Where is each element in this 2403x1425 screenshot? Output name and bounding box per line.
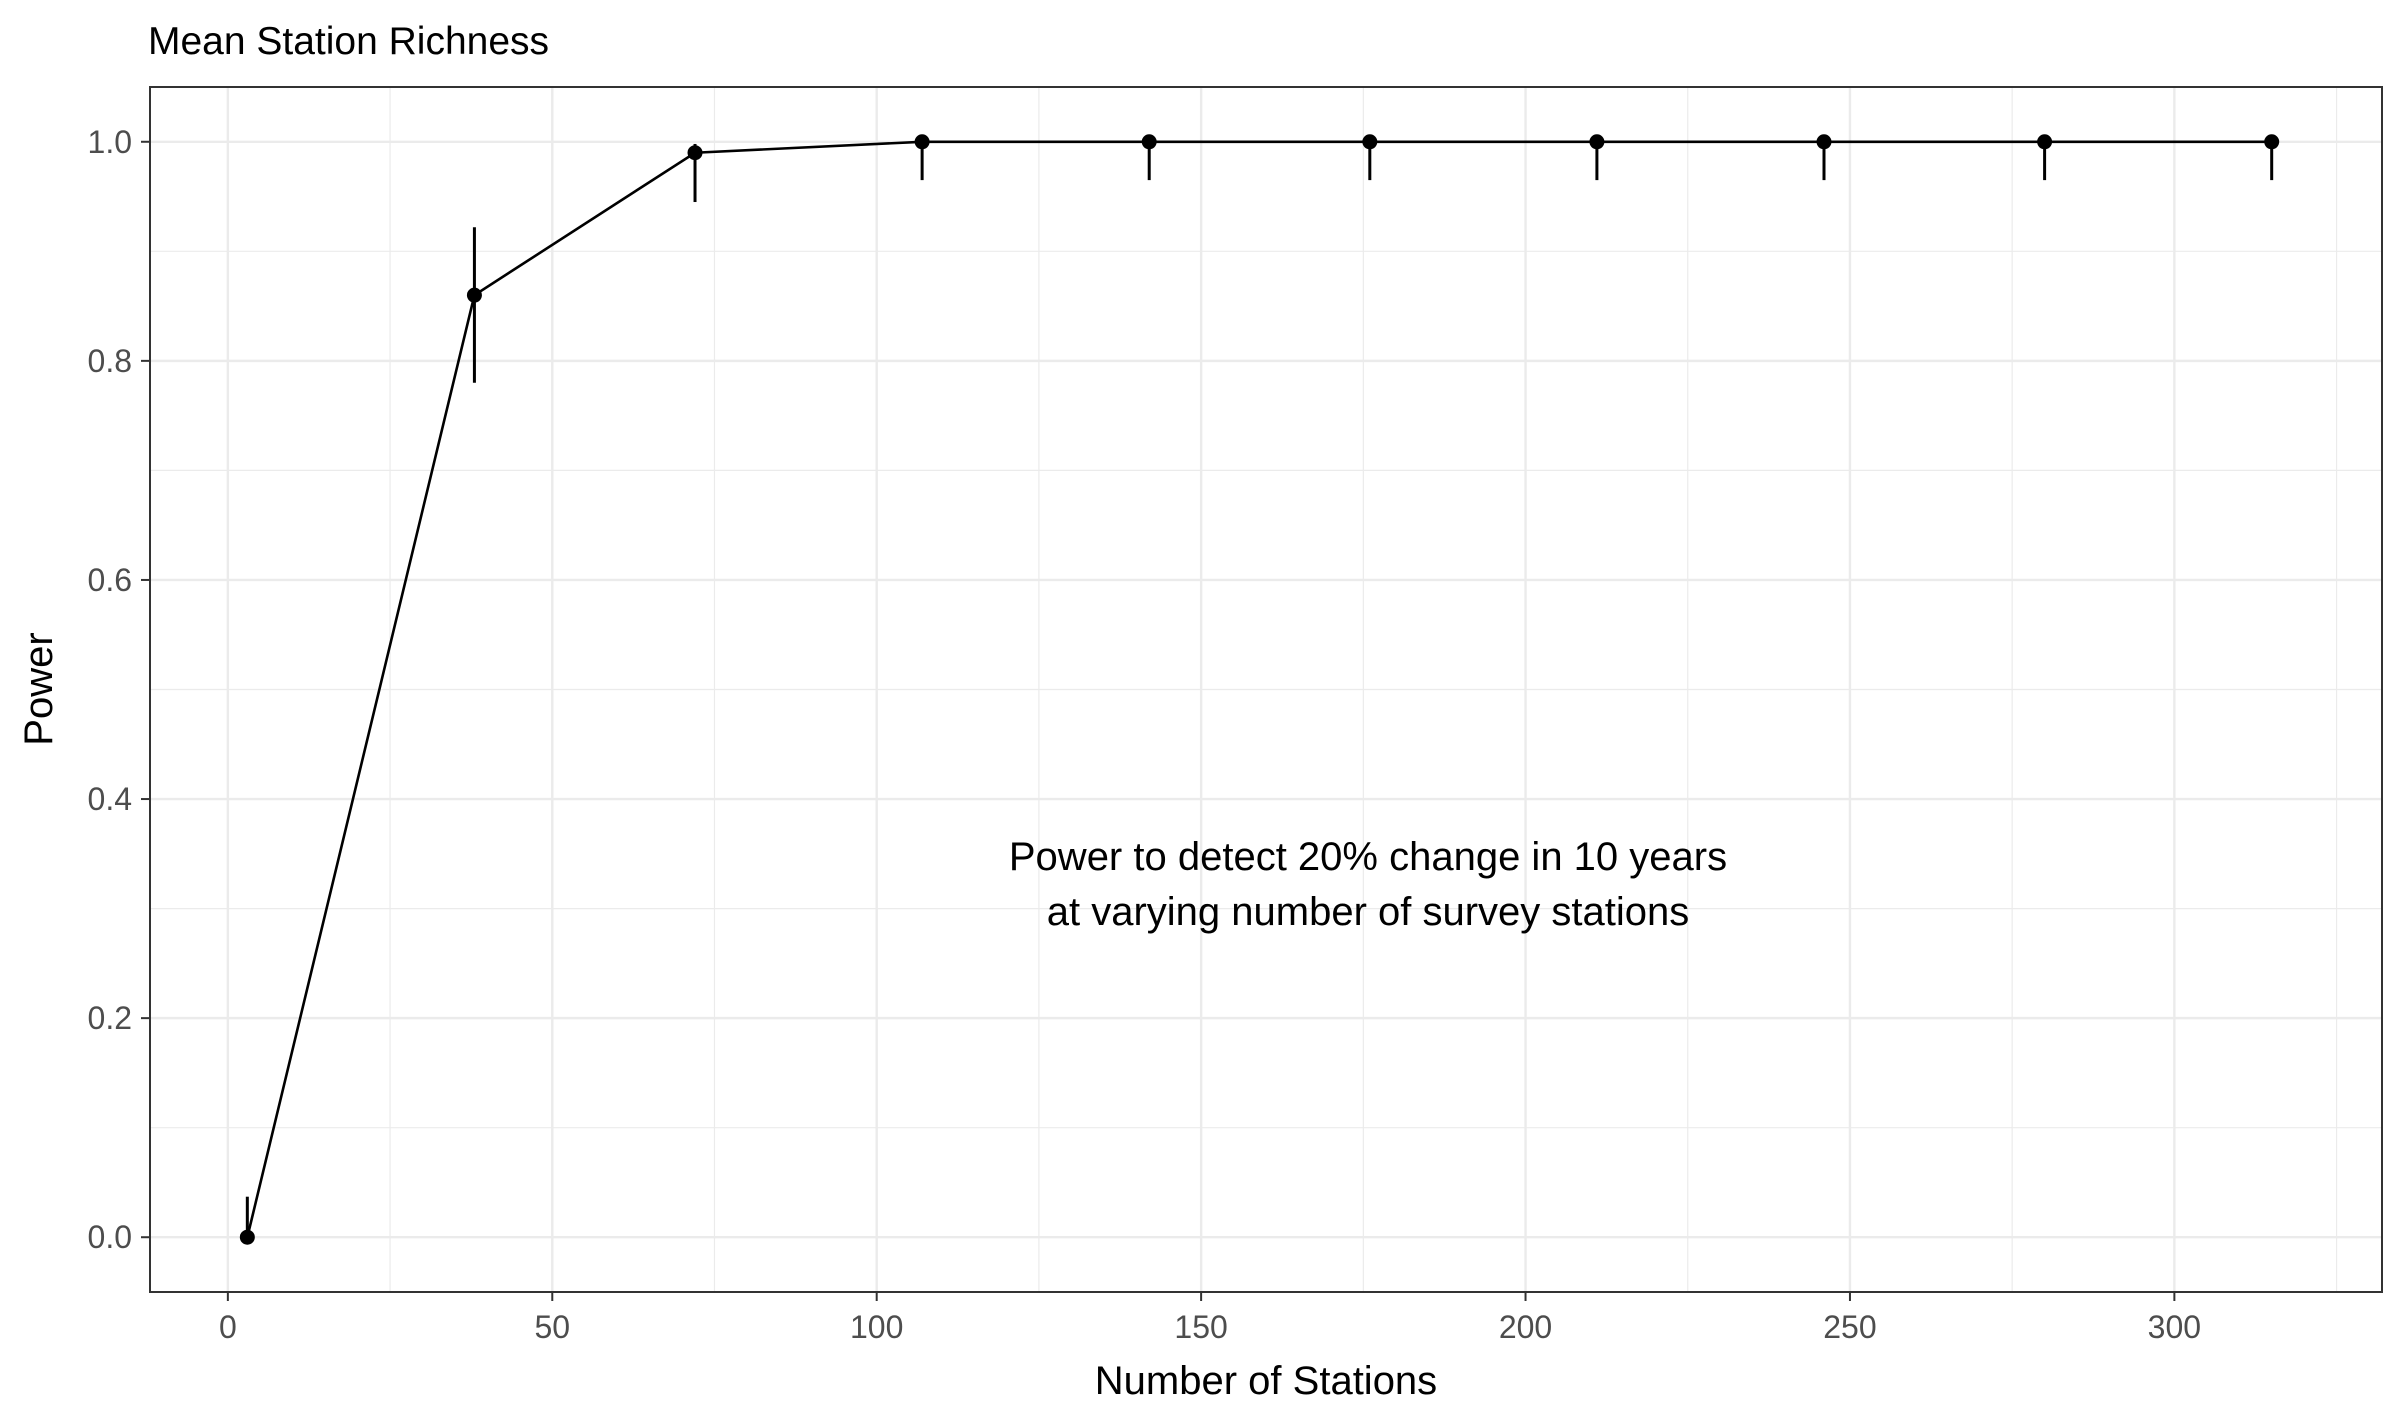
data-point — [914, 134, 930, 150]
grid — [150, 87, 2382, 1292]
x-tick-label: 150 — [1174, 1309, 1227, 1345]
y-tick-label: 0.6 — [88, 562, 132, 598]
data-point — [1589, 134, 1605, 150]
annotation-group: Power to detect 20% change in 10 years a… — [1009, 835, 1727, 934]
data-point — [687, 145, 703, 161]
annotation-line-1: Power to detect 20% change in 10 years — [1009, 835, 1727, 879]
y-axis-title: Power — [17, 632, 61, 745]
data-point — [1141, 134, 1157, 150]
x-tick-label: 200 — [1499, 1309, 1552, 1345]
chart-title: Mean Station Richness — [148, 20, 549, 63]
series-line — [246, 140, 2272, 1238]
x-tick-label: 300 — [2148, 1309, 2201, 1345]
y-tick-label: 0.8 — [88, 343, 132, 379]
series-marks — [239, 134, 2280, 1245]
x-tick-label: 0 — [219, 1309, 237, 1345]
annotation-line-2: at varying number of survey stations — [1047, 890, 1690, 934]
x-tick-label: 50 — [534, 1309, 570, 1345]
data-point — [1362, 134, 1378, 150]
data-point — [239, 1229, 255, 1245]
x-axis: 0 50 100 150 200 250 300 — [219, 1292, 2201, 1345]
x-tick-label: 250 — [1823, 1309, 1876, 1345]
y-tick-label: 1.0 — [88, 124, 132, 160]
y-tick-label: 0.2 — [88, 1000, 132, 1036]
x-axis-title: Number of Stations — [1095, 1359, 1437, 1403]
y-tick-label: 0.0 — [88, 1219, 132, 1255]
x-tick-label: 100 — [850, 1309, 903, 1345]
data-point — [1816, 134, 1832, 150]
y-axis: 0.0 0.2 0.4 0.6 0.8 1.0 — [88, 124, 150, 1255]
data-point — [466, 287, 482, 303]
data-point — [2264, 134, 2280, 150]
y-tick-label: 0.4 — [88, 781, 132, 817]
data-point — [2037, 134, 2053, 150]
panel-border — [149, 86, 2383, 1293]
